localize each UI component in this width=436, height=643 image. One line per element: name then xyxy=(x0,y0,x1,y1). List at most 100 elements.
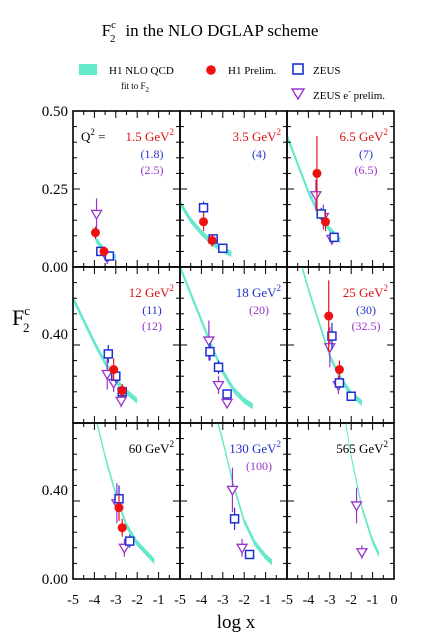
h1-marker xyxy=(324,311,334,321)
h1-marker xyxy=(117,386,127,396)
sample-q2-label: (4) xyxy=(252,147,266,161)
y-tick-label: 0.25 xyxy=(42,182,68,198)
eminus-point xyxy=(350,487,363,524)
zeus-point xyxy=(218,243,228,254)
legend-h1-fit-line1: H1 NLO QCD xyxy=(109,65,174,77)
title-sup: c xyxy=(111,19,116,31)
h1-point xyxy=(312,135,322,211)
zeus-point xyxy=(104,251,115,261)
h1-point xyxy=(109,358,119,381)
h1-point xyxy=(117,518,127,537)
panel-4: 12 GeV2 (11) (12) xyxy=(72,266,181,424)
h1-point xyxy=(199,212,209,232)
panel-7: 60 GeV2 xyxy=(72,422,181,580)
theory-band xyxy=(287,133,341,244)
q2-label: 60 GeV2 xyxy=(129,439,174,456)
sample-q2-label: (30) xyxy=(356,303,376,317)
panel-2: 3.5 GeV2 (4) xyxy=(179,110,288,268)
zeus-marker xyxy=(124,536,135,546)
eminus-point xyxy=(118,538,131,557)
eminus-marker xyxy=(101,369,114,381)
zeus-marker xyxy=(229,514,240,524)
h1-point xyxy=(207,234,217,247)
legend-zeus-eminus: ZEUS e- prelim. xyxy=(313,87,385,102)
h1-marker xyxy=(207,235,217,245)
theory-band xyxy=(73,295,138,404)
h1-point xyxy=(324,280,334,352)
eminus-point xyxy=(235,538,249,557)
q2-label: 3.5 GeV2 xyxy=(232,127,281,144)
h1-marker xyxy=(334,365,344,375)
zeus-point xyxy=(103,345,114,363)
eminus-marker xyxy=(355,548,369,559)
sample-q2-label: (12) xyxy=(142,319,162,333)
h1-point xyxy=(90,226,100,239)
sample-q2-label: (6.5) xyxy=(355,163,378,177)
x-tick-label: -2 xyxy=(345,593,357,608)
h1-marker xyxy=(199,217,209,227)
zeus-point xyxy=(198,201,209,214)
x-tick-label: -4 xyxy=(303,593,315,608)
legend-zeus-marker xyxy=(292,63,304,75)
eminus-marker xyxy=(212,380,225,392)
sample-q2-label: (2.5) xyxy=(141,163,164,177)
sample-q2-label: (7) xyxy=(359,147,373,161)
x-tick-label: -5 xyxy=(174,593,186,608)
eminus-marker xyxy=(115,396,128,407)
q2-label: 130 GeV2 xyxy=(229,439,281,456)
chart-title: Fc 2 in the NLO DGLAP scheme xyxy=(102,19,319,45)
y-tick-labels: 0.00 0.25 0.50 0.40 0.00 0.40 xyxy=(42,104,68,588)
h1-point xyxy=(99,246,109,257)
zeus-point xyxy=(124,534,135,548)
panel-5: 18 GeV2 (20) xyxy=(179,266,288,424)
q2-label: 25 GeV2 xyxy=(343,283,388,300)
x-tick-label: -1 xyxy=(367,593,379,608)
y-tick-label: 0.40 xyxy=(42,483,68,499)
legend-h1-fit-line2: fit to F2 xyxy=(121,81,150,94)
zeus-marker xyxy=(205,346,215,357)
sample-q2-label: (32.5) xyxy=(352,319,381,333)
x-tick-label: -5 xyxy=(281,593,293,608)
zeus-marker xyxy=(104,251,115,261)
sample-q2-label: (1.8) xyxy=(141,147,164,161)
panel-grid: 1.5 GeV2 Q2 = (1.8) (2.5) 3.5 GeV2 (4) 6.5 Ge… xyxy=(72,110,395,580)
sample-q2-label: (100) xyxy=(246,459,272,473)
q2-label: 18 GeV2 xyxy=(236,283,281,300)
legend: H1 NLO QCD fit to F2 H1 Prelim. ZEUS ZEU… xyxy=(79,63,385,102)
eminus-marker xyxy=(309,191,323,202)
zeus-point xyxy=(329,232,339,243)
panel-9: 565 GeV2 xyxy=(286,422,395,580)
h1-marker xyxy=(99,246,109,256)
legend-band-swatch xyxy=(79,64,97,75)
eminus-marker xyxy=(202,336,216,347)
zeus-point xyxy=(205,342,215,361)
q2-label: 565 GeV2 xyxy=(336,439,388,456)
panel-1: 1.5 GeV2 Q2 = (1.8) (2.5) xyxy=(72,110,181,268)
q2-label: 6.5 GeV2 xyxy=(339,127,388,144)
title-sub: 2 xyxy=(110,33,116,45)
legend-h1-marker xyxy=(206,65,216,75)
zeus-point xyxy=(213,360,224,374)
sample-q2-label: (20) xyxy=(249,303,269,317)
eminus-point xyxy=(101,358,114,390)
h1-marker xyxy=(109,365,119,375)
x-tick-label: -5 xyxy=(67,593,79,608)
q2-label: 12 GeV2 xyxy=(129,283,174,300)
eminus-point xyxy=(226,467,239,513)
eminus-marker xyxy=(90,209,103,221)
x-tick-label: -3 xyxy=(324,593,336,608)
y-tick-label: 0.00 xyxy=(42,572,68,588)
x-tick-label: -4 xyxy=(89,593,101,608)
eminus-marker xyxy=(220,398,234,410)
eminus-marker xyxy=(226,485,239,497)
eminus-marker xyxy=(118,543,131,555)
title-rest: in the NLO DGLAP scheme xyxy=(125,21,318,40)
h1-marker xyxy=(114,503,124,513)
x-tick-label: -2 xyxy=(238,593,250,608)
sample-q2-label: (11) xyxy=(142,303,162,317)
zeus-marker xyxy=(329,232,339,243)
x-axis-label: log x xyxy=(217,612,256,633)
y-tick-label: 0.40 xyxy=(42,327,68,343)
zeus-point xyxy=(334,376,345,390)
h1-point xyxy=(114,494,124,522)
